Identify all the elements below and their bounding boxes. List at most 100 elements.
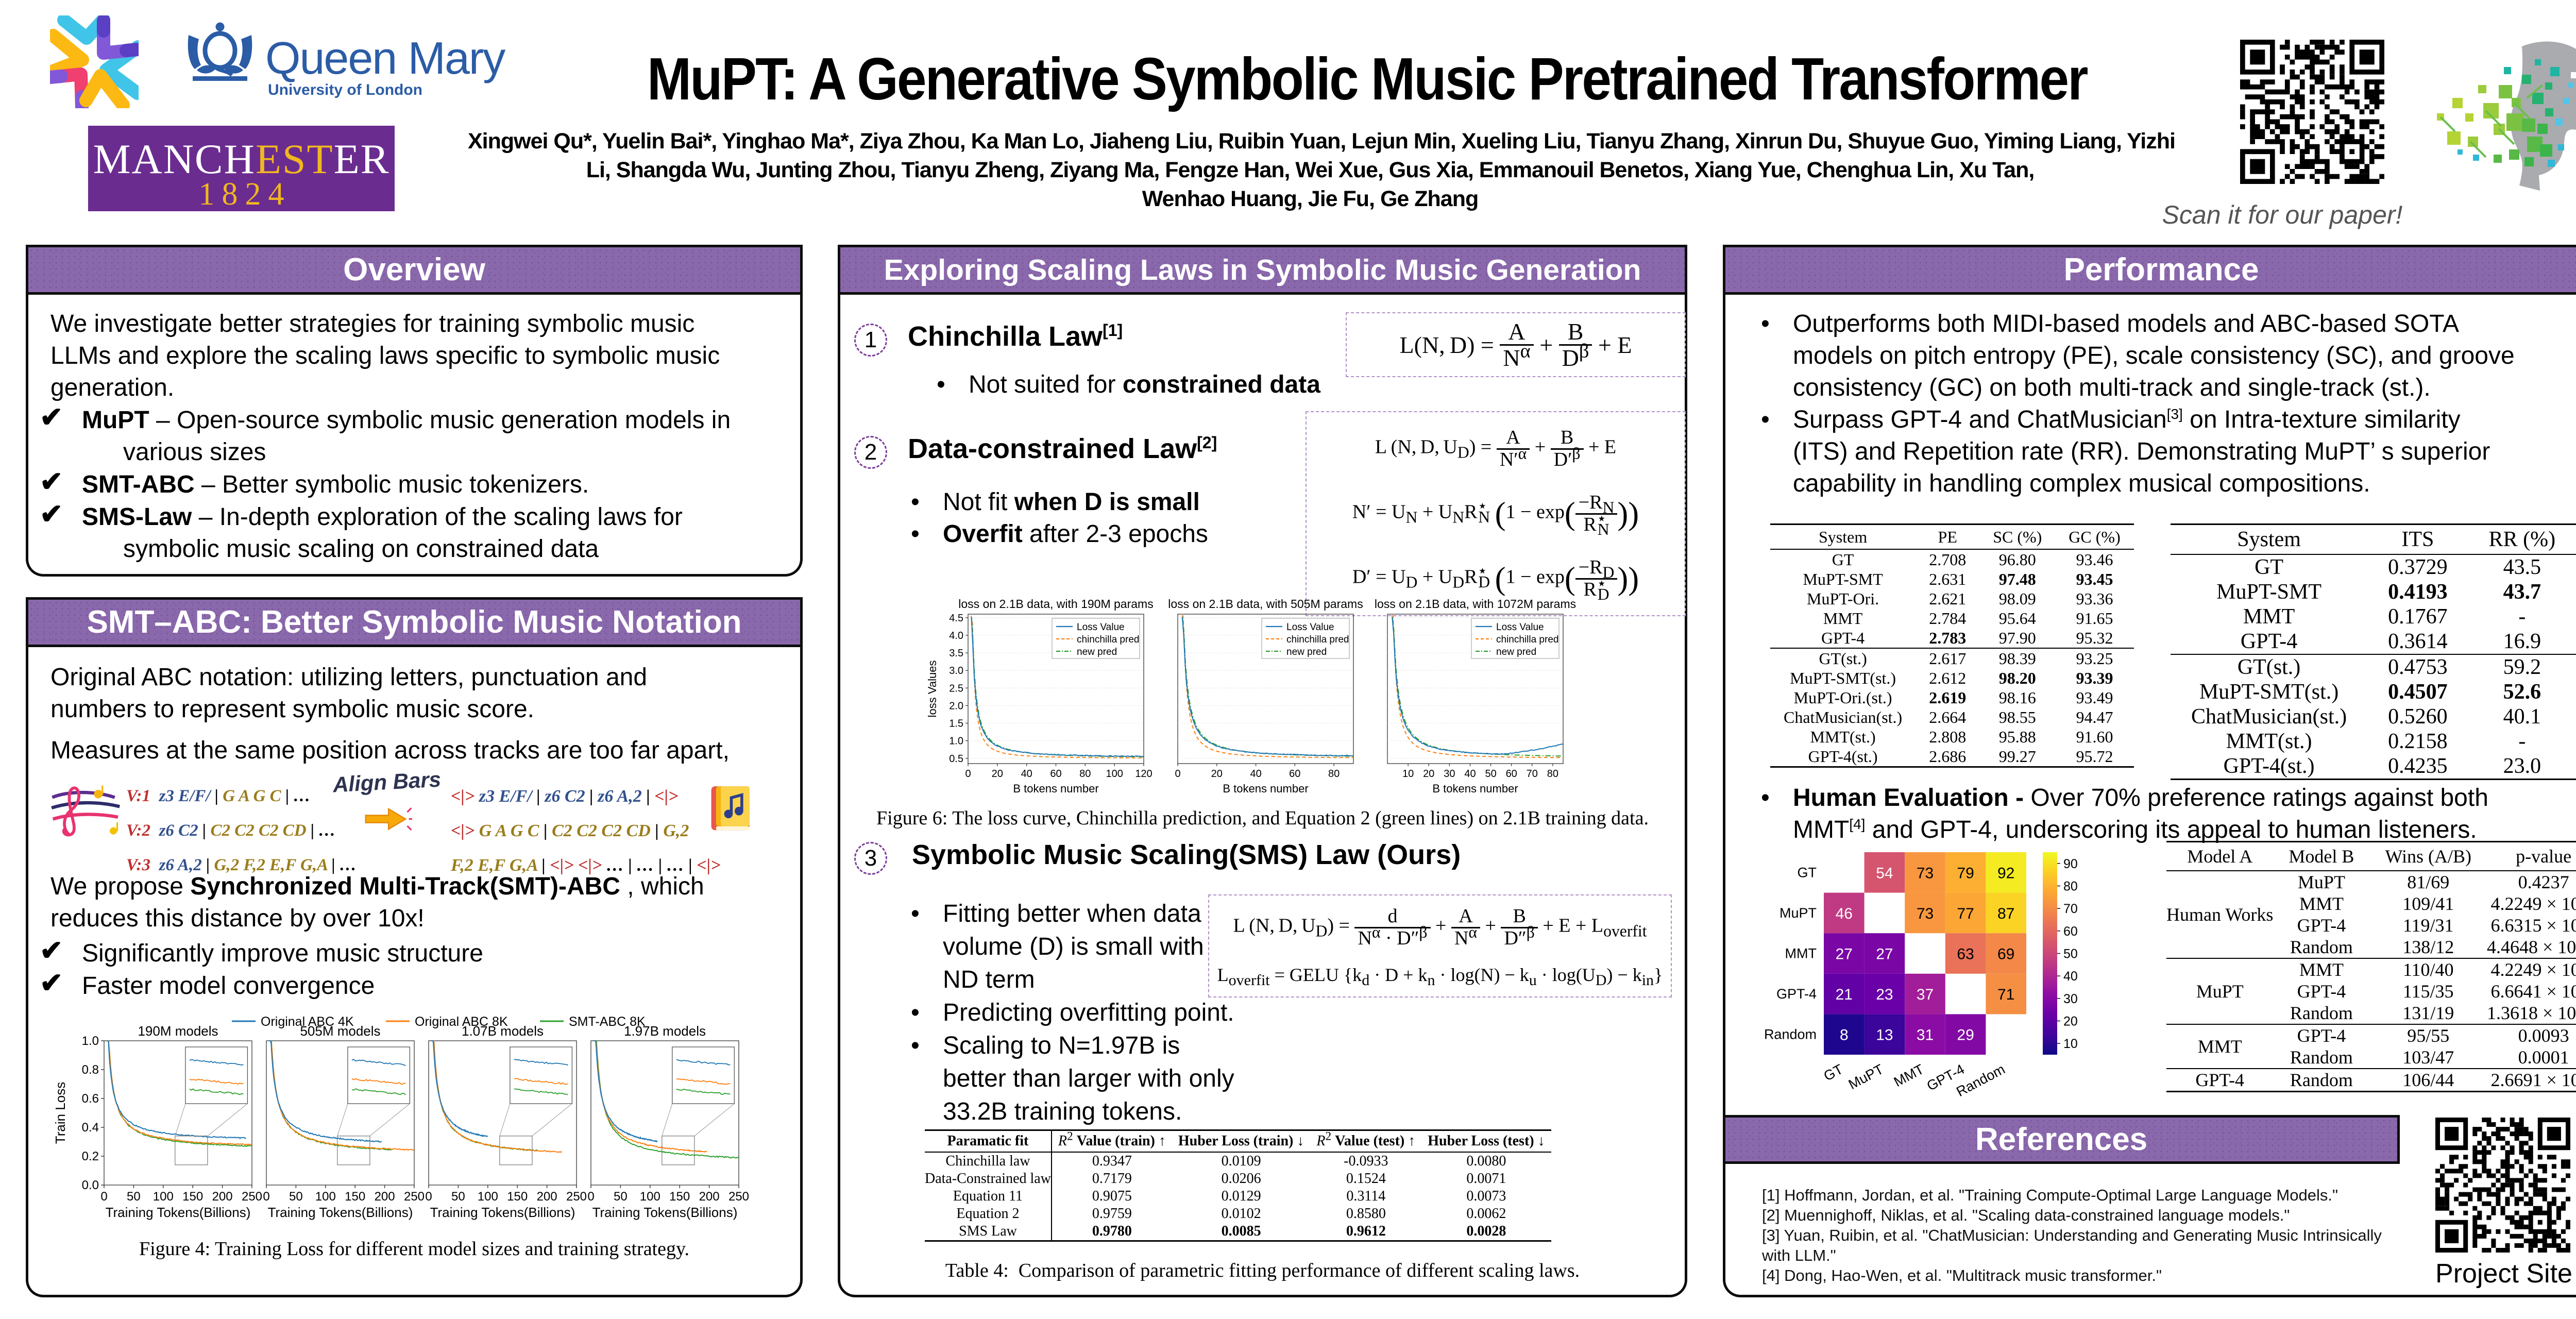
svg-text:21: 21 <box>1836 986 1853 1003</box>
svg-text:27: 27 <box>1836 946 1853 963</box>
svg-text:100: 100 <box>1106 768 1123 780</box>
svg-text:8: 8 <box>1840 1027 1849 1044</box>
svg-text:50: 50 <box>451 1190 465 1204</box>
svg-text:505M models: 505M models <box>300 1023 380 1039</box>
svg-text:54: 54 <box>1876 865 1893 882</box>
svg-text:77: 77 <box>1957 905 1974 922</box>
svg-text:40: 40 <box>1250 768 1261 780</box>
svg-text:87: 87 <box>1997 905 2014 922</box>
svg-text:SMT-ABC 8K: SMT-ABC 8K <box>569 1016 646 1029</box>
svg-text:200: 200 <box>375 1190 395 1204</box>
svg-text:0: 0 <box>263 1190 269 1204</box>
svg-text:0.2: 0.2 <box>82 1149 99 1163</box>
svg-text:100: 100 <box>153 1190 174 1204</box>
svg-text:Training Tokens(Billions): Training Tokens(Billions) <box>268 1205 413 1220</box>
svg-text:200: 200 <box>537 1190 557 1204</box>
svg-text:10: 10 <box>2063 1037 2078 1051</box>
svg-text:29: 29 <box>1957 1027 1974 1044</box>
svg-text:70: 70 <box>1527 768 1538 780</box>
svg-text:new pred: new pred <box>1286 647 1327 657</box>
svg-text:50: 50 <box>1485 768 1496 780</box>
svg-text:100: 100 <box>315 1190 336 1204</box>
svg-text:250: 250 <box>728 1190 749 1204</box>
svg-text:Training Tokens(Billions): Training Tokens(Billions) <box>592 1205 738 1220</box>
svg-text:GPT-4: GPT-4 <box>1776 986 1817 1002</box>
svg-text:150: 150 <box>507 1190 528 1204</box>
svg-text:50: 50 <box>614 1190 628 1204</box>
svg-text:B tokens number: B tokens number <box>1432 782 1518 795</box>
svg-text:loss on 2.1B data, with 505M p: loss on 2.1B data, with 505M params <box>1168 597 1363 611</box>
svg-text:loss on 2.1B data, with 190M p: loss on 2.1B data, with 190M params <box>958 597 1153 611</box>
svg-text:60: 60 <box>1506 768 1517 780</box>
svg-text:4.5: 4.5 <box>949 613 963 624</box>
svg-text:0.0: 0.0 <box>82 1178 99 1192</box>
svg-text:60: 60 <box>2063 924 2078 939</box>
svg-text:MuPT: MuPT <box>1780 905 1817 921</box>
svg-text:loss on 2.1B data, with 1072M: loss on 2.1B data, with 1072M params <box>1375 597 1576 611</box>
svg-text:27: 27 <box>1876 946 1893 963</box>
svg-text:2.5: 2.5 <box>949 683 963 694</box>
svg-text:200: 200 <box>699 1190 720 1204</box>
svg-text:Loss Value: Loss Value <box>1496 622 1544 633</box>
svg-text:37: 37 <box>1917 986 1934 1003</box>
svg-text:40: 40 <box>2063 969 2078 984</box>
svg-text:0.5: 0.5 <box>949 753 963 765</box>
svg-text:80: 80 <box>1328 768 1340 780</box>
svg-text:0.6: 0.6 <box>82 1092 99 1106</box>
svg-text:Original ABC 4K: Original ABC 4K <box>261 1016 354 1029</box>
svg-text:Original ABC 8K: Original ABC 8K <box>415 1016 508 1029</box>
svg-text:40: 40 <box>1464 768 1476 780</box>
svg-text:3.5: 3.5 <box>949 648 963 659</box>
svg-text:20: 20 <box>1211 768 1223 780</box>
svg-text:Train Loss: Train Loss <box>53 1082 68 1144</box>
svg-text:250: 250 <box>566 1190 587 1204</box>
svg-text:40: 40 <box>1021 768 1032 780</box>
svg-text:50: 50 <box>127 1190 141 1204</box>
svg-text:0: 0 <box>587 1190 594 1204</box>
svg-text:MuPT: MuPT <box>1846 1061 1886 1092</box>
svg-text:0.4: 0.4 <box>82 1121 99 1135</box>
svg-text:chinchilla pred: chinchilla pred <box>1077 634 1139 645</box>
svg-text:1.0: 1.0 <box>82 1034 99 1048</box>
svg-text:20: 20 <box>2063 1014 2078 1029</box>
svg-text:B tokens number: B tokens number <box>1013 782 1098 795</box>
svg-text:20: 20 <box>992 768 1003 780</box>
svg-text:69: 69 <box>1997 946 2014 963</box>
svg-text:2.0: 2.0 <box>949 700 963 712</box>
svg-text:70: 70 <box>2063 902 2078 916</box>
svg-text:20: 20 <box>1423 768 1434 780</box>
svg-text:60: 60 <box>1289 768 1300 780</box>
svg-text:Random: Random <box>1764 1027 1817 1042</box>
svg-text:Loss Value: Loss Value <box>1286 622 1334 633</box>
svg-text:46: 46 <box>1836 905 1853 922</box>
svg-text:30: 30 <box>2063 992 2078 1006</box>
svg-text:loss Values: loss Values <box>926 661 939 718</box>
svg-text:100: 100 <box>640 1190 660 1204</box>
svg-text:GT: GT <box>1821 1061 1845 1084</box>
svg-text:MMT: MMT <box>1785 946 1817 961</box>
svg-text:30: 30 <box>1444 768 1455 780</box>
svg-text:Loss Value: Loss Value <box>1077 622 1125 633</box>
svg-text:250: 250 <box>242 1190 262 1204</box>
svg-text:chinchilla pred: chinchilla pred <box>1286 634 1349 645</box>
svg-text:73: 73 <box>1917 905 1934 922</box>
svg-text:71: 71 <box>1997 986 2014 1003</box>
svg-text:Training Tokens(Billions): Training Tokens(Billions) <box>430 1205 575 1220</box>
svg-text:13: 13 <box>1876 1027 1893 1044</box>
svg-text:80: 80 <box>1547 768 1558 780</box>
svg-text:Training Tokens(Billions): Training Tokens(Billions) <box>106 1205 251 1220</box>
svg-text:new pred: new pred <box>1496 647 1536 657</box>
svg-text:MMT: MMT <box>1891 1061 1926 1090</box>
svg-text:chinchilla pred: chinchilla pred <box>1496 634 1558 645</box>
svg-text:100: 100 <box>478 1190 498 1204</box>
svg-text:31: 31 <box>1917 1027 1934 1044</box>
svg-text:0: 0 <box>1175 768 1180 780</box>
svg-text:23: 23 <box>1876 986 1893 1003</box>
svg-text:150: 150 <box>669 1190 690 1204</box>
svg-text:1.5: 1.5 <box>949 718 963 730</box>
svg-text:GT: GT <box>1798 865 1817 880</box>
svg-text:79: 79 <box>1957 865 1974 882</box>
svg-text:1.97B models: 1.97B models <box>624 1023 706 1039</box>
svg-text:90: 90 <box>2063 857 2078 871</box>
svg-text:10: 10 <box>1402 768 1414 780</box>
